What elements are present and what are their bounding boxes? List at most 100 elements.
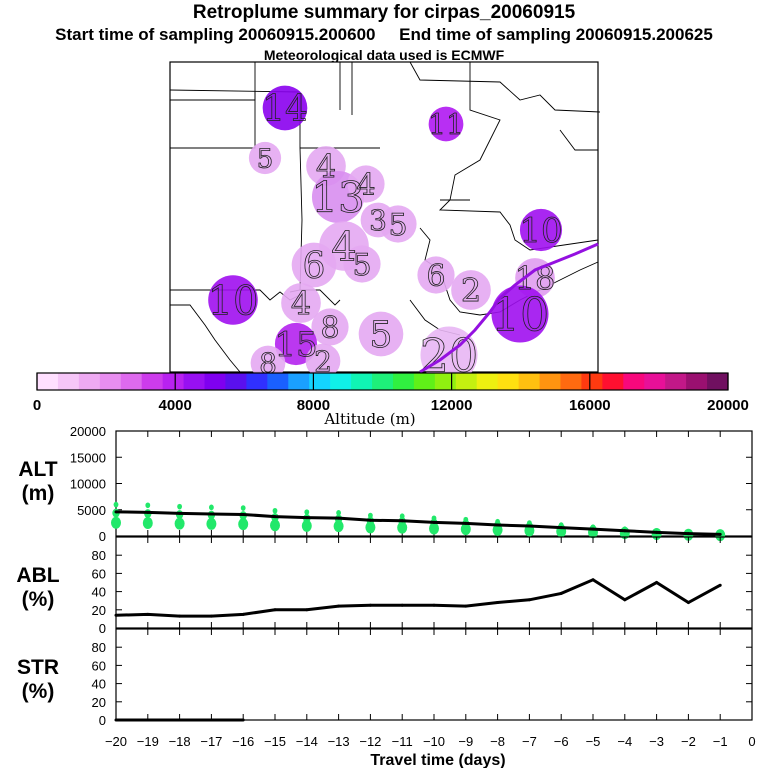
x-tick-label: −19 (137, 734, 159, 749)
colorbar-swatch (602, 373, 624, 390)
plume-day-label: 13 (311, 173, 364, 222)
y-tick-label: 10000 (70, 477, 106, 492)
data-point (368, 603, 372, 607)
x-tick-label: −10 (423, 734, 445, 749)
plume-day-label: 5 (370, 315, 393, 356)
altitude-spread-point (304, 509, 310, 515)
data-point (559, 526, 563, 530)
plume-day-label: 14 (262, 89, 308, 130)
plume-circle (208, 275, 258, 325)
data-point (337, 604, 341, 608)
plume-circle (274, 322, 318, 366)
plume-circle (451, 270, 491, 310)
altitude-spread-point (399, 513, 405, 520)
x-tick-label: −7 (522, 734, 537, 749)
x-tick-label: −20 (105, 734, 127, 749)
altitude-spread-point (336, 509, 341, 516)
colorbar-tick-label: 4000 (159, 397, 192, 414)
y-axis-unit: (%) (22, 588, 55, 611)
x-tick-label: −16 (232, 734, 254, 749)
data-point (432, 520, 436, 524)
plume-day-label: 6 (303, 246, 326, 287)
y-tick-label: 60 (92, 658, 106, 673)
altitude-spread-point (113, 501, 119, 508)
series-line (115, 578, 721, 618)
colorbar-swatch (57, 373, 80, 390)
x-tick-label: −2 (681, 734, 696, 749)
colorbar-tick-label: 8000 (297, 397, 330, 414)
data-point (400, 603, 404, 607)
colorbar-swatch (455, 373, 478, 390)
colorbar-swatch (330, 373, 352, 390)
colorbar-swatch (518, 373, 541, 390)
plume-day-label: 5 (352, 248, 371, 283)
series-line (115, 510, 721, 536)
data-point (686, 601, 690, 605)
altitude-spread-point (431, 515, 437, 522)
data-point (178, 511, 182, 515)
y-axis-label: STR (17, 656, 59, 679)
data-point (241, 512, 245, 516)
colorbar-swatch (372, 373, 394, 390)
data-point (464, 521, 468, 525)
y-axis-unit: (m) (22, 482, 55, 505)
plume-circle (360, 202, 396, 238)
plume-day-label: 4 (331, 224, 356, 270)
colorbar-swatch (707, 373, 729, 390)
data-point (241, 612, 245, 616)
data-point (337, 516, 341, 520)
plume-day-label: 8 (320, 311, 339, 346)
colorbar-swatch (309, 373, 331, 390)
x-tick-label: −6 (554, 734, 569, 749)
altitude-spread-point (145, 502, 151, 509)
plume-day-label: 3 (369, 204, 387, 237)
altitude-spread-point (240, 505, 246, 511)
meteo-source: Meteorological data used is ECMWF (263, 47, 505, 63)
colorbar-swatch (476, 373, 499, 390)
panel-abl: 0 20 40 60 80 ABL(%) (16, 536, 753, 636)
colorbar-tick-label: 0 (33, 397, 41, 414)
data-point (209, 718, 213, 722)
colorbar-label: Altitude (m) (323, 410, 415, 428)
data-point (178, 718, 182, 722)
altitude-spread-point (333, 520, 344, 533)
x-tick-label: −3 (649, 734, 664, 749)
data-point (559, 591, 563, 595)
data-point (114, 613, 118, 617)
y-tick-label: 0 (99, 621, 106, 636)
colorbar-swatch (162, 373, 185, 390)
data-point (146, 718, 150, 722)
plume-circle (347, 165, 385, 203)
altitude-spread-point (206, 517, 217, 530)
x-tick-label: −12 (359, 734, 381, 749)
y-tick-label: 20 (92, 603, 106, 618)
colorbar-swatch (288, 373, 310, 390)
colorbar-swatch (78, 373, 101, 390)
data-point (209, 512, 213, 516)
data-point (146, 612, 150, 616)
plume-circle (491, 285, 549, 343)
x-tick-label: −1 (713, 734, 728, 749)
altitude-spread-point (174, 517, 185, 530)
data-point (591, 578, 595, 582)
colorbar-swatch (581, 373, 603, 390)
data-point (305, 608, 309, 612)
data-point (146, 510, 150, 514)
data-point (114, 718, 118, 722)
data-point (527, 524, 531, 528)
y-tick-label: 0 (99, 529, 106, 544)
altitude-spread-point (142, 517, 153, 530)
plume-circle (358, 311, 404, 357)
plume-day-label: 10 (208, 278, 259, 324)
panel-alt: 0 5000 10000 15000 20000 ALT(m) (18, 424, 753, 544)
data-point (655, 581, 659, 584)
x-tick-label: −15 (264, 734, 286, 749)
data-point (273, 515, 277, 519)
colorbar-swatch (267, 373, 289, 390)
colorbar-swatch (665, 373, 687, 390)
altitude-spread-point (301, 519, 312, 532)
plume-circle (262, 85, 308, 131)
data-point (368, 518, 372, 522)
colorbar-swatch (539, 373, 561, 390)
